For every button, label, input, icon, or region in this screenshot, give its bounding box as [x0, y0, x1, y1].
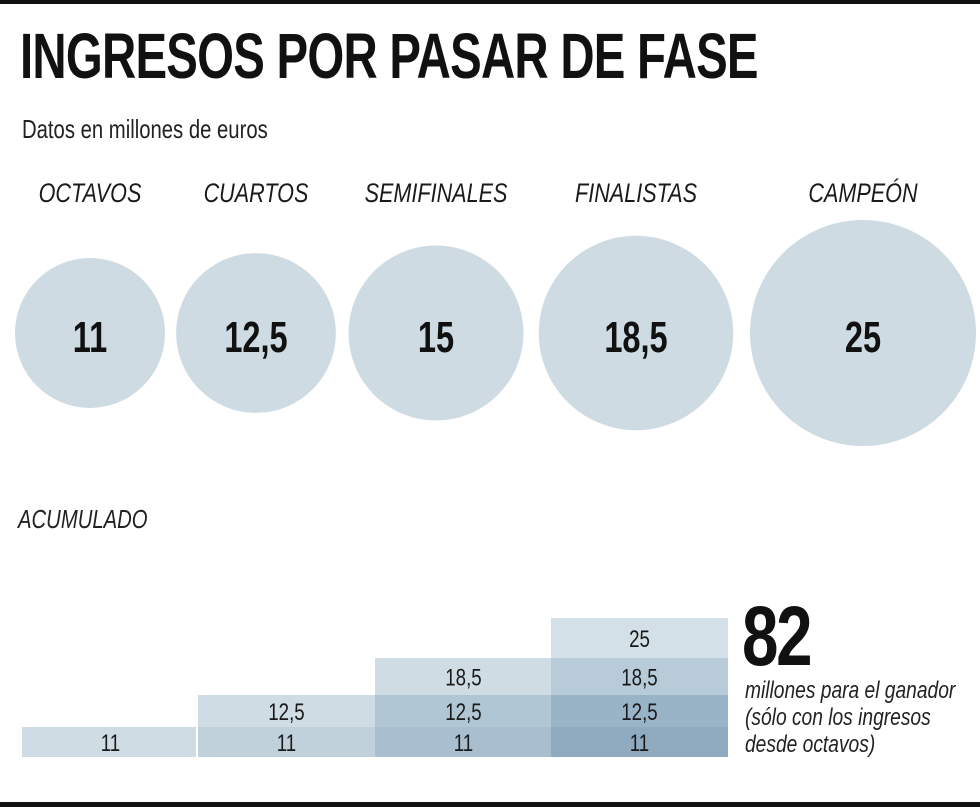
- bar-value-label: 25: [629, 626, 650, 653]
- bubble-cuartos: [176, 253, 336, 413]
- category-label-campeon: CAMPEÓN: [808, 179, 917, 209]
- bar-value-label: 12,5: [445, 699, 481, 726]
- top-rule: [0, 0, 980, 4]
- bubble-value-label: 18,5: [604, 313, 667, 362]
- category-label-finalistas: FINALISTAS: [575, 179, 698, 209]
- bubble-semifinales: [348, 245, 524, 421]
- bottom-rule: [0, 802, 980, 807]
- chart-title: INGRESOS POR PASAR DE FASE: [20, 20, 759, 92]
- bar-segment-layer-semifinales: [551, 658, 728, 695]
- bar-segment-layer-semifinales: [375, 658, 552, 695]
- bar-segment-layer-octavos: [375, 727, 552, 757]
- category-label-cuartos: CUARTOS: [204, 179, 309, 209]
- bar-value-label: 12,5: [621, 699, 657, 726]
- bar-segment-layer-cuartos: [375, 695, 552, 727]
- bar-segment-layer-cuartos: [551, 695, 728, 727]
- bubble-octavos: [15, 258, 165, 408]
- accumulated-title: ACUMULADO: [18, 504, 148, 534]
- bubble-campeon: [750, 220, 976, 446]
- total-note-line: (sólo con los ingresos: [745, 704, 931, 731]
- total-value: 82: [742, 589, 813, 683]
- bar-value-label: 18,5: [445, 664, 481, 691]
- bar-value-label: 11: [630, 730, 649, 757]
- bar-segment-layer-octavos: [198, 727, 375, 757]
- category-label-semifinales: SEMIFINALES: [365, 179, 508, 209]
- bar-segment-layer-campeon: [551, 618, 728, 658]
- bubble-value-label: 12,5: [224, 313, 287, 362]
- bar-value-label: 11: [277, 730, 296, 757]
- bar-segment-layer-octavos: [22, 727, 196, 757]
- bar-value-label: 11: [101, 730, 120, 757]
- total-note-line: desde octavos): [745, 731, 876, 758]
- bubble-value-label: 15: [418, 313, 454, 362]
- bubble-finalistas: [538, 235, 734, 431]
- total-note-line: millones para el ganador: [745, 677, 956, 704]
- bar-value-label: 11: [454, 730, 473, 757]
- bubble-value-label: 25: [845, 313, 881, 362]
- chart-subtitle: Datos en millones de euros: [22, 114, 268, 144]
- category-label-octavos: OCTAVOS: [39, 179, 142, 209]
- bubble-value-label: 11: [73, 313, 107, 362]
- bar-segment-layer-cuartos: [198, 695, 375, 727]
- bar-segment-layer-octavos: [551, 727, 728, 757]
- bar-value-label: 18,5: [621, 664, 657, 691]
- total-note: millones para el ganador (sólo con los i…: [745, 677, 980, 758]
- bar-value-label: 12,5: [268, 699, 304, 726]
